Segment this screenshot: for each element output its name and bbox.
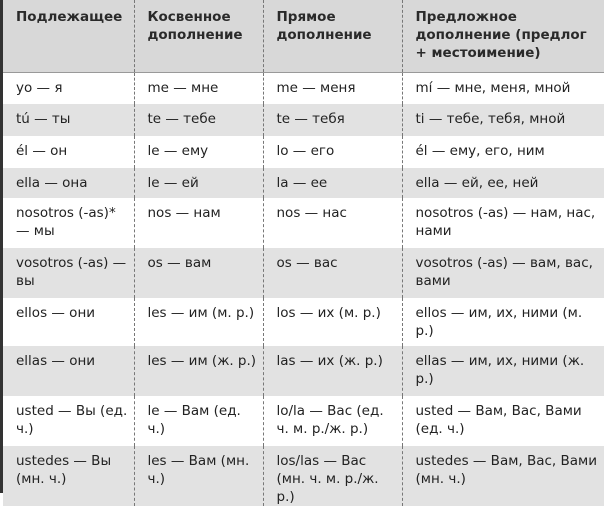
cell-prepositional-object: ti — тебе, тебя, мной [401, 104, 604, 136]
table-row: ellos — они les — им (м. р.) los — их (м. … [3, 298, 604, 346]
table-row: ella — она le — ей la — ее ella — ей, ее, н… [3, 168, 604, 198]
cell-prepositional-object: nosotros (-as) — нам, нас, нами [401, 198, 604, 248]
cell-direct-object: las — их (ж. р.) [262, 346, 402, 396]
cell-indirect-object: le — Вам (ед. ч.) [133, 396, 263, 446]
cell-direct-object: lo/la — Вас (ед. ч. м. р./ж. р.) [262, 396, 402, 446]
cell-direct-object: los — их (м. р.) [262, 298, 402, 346]
table-row: ellas — они les — им (ж. р.) las — их (ж. … [3, 346, 604, 396]
cell-direct-object: los/las — Вас (мн. ч. м. р./ж. р.) [262, 446, 402, 506]
pronoun-table: Подлежащее Косвенное дополнение Прямое д… [3, 0, 604, 506]
cell-direct-object: os — вас [262, 248, 402, 298]
cell-indirect-object: les — им (м. р.) [133, 298, 263, 346]
cell-subject: ella — она [3, 168, 134, 198]
cell-prepositional-object: él — ему, его, ним [401, 136, 604, 168]
cell-subject: usted — Вы (ед. ч.) [3, 396, 134, 446]
cell-direct-object: la — ее [262, 168, 402, 198]
cell-subject: tú — ты [3, 104, 134, 136]
header-prepositional-object: Предложное дополнение (предлог + местоим… [401, 0, 604, 73]
cell-prepositional-object: ustedes — Вам, Вас, Вами (мн. ч.) [401, 446, 604, 506]
table-row: tú — ты te — тебе te — тебя ti — тебе, тебя… [3, 104, 604, 136]
cell-indirect-object: le — ей [133, 168, 263, 198]
header-direct-object: Прямое дополнение [262, 0, 402, 73]
table-row: vosotros (-as) — вы os — вам os — вас vosot… [3, 248, 604, 298]
cell-indirect-object: te — тебе [133, 104, 263, 136]
cell-direct-object: te — тебя [262, 104, 402, 136]
cell-subject: él — он [3, 136, 134, 168]
cell-prepositional-object: vosotros (-as) — вам, вас, вами [401, 248, 604, 298]
cell-direct-object: me — меня [262, 72, 402, 104]
cell-indirect-object: nos — нам [133, 198, 263, 248]
cell-subject: nosotros (-as)* — мы [3, 198, 134, 248]
cell-subject: ellos — они [3, 298, 134, 346]
cell-direct-object: lo — его [262, 136, 402, 168]
table-row: usted — Вы (ед. ч.) le — Вам (ед. ч.) lo/l… [3, 396, 604, 446]
table-row: yo — я me — мне me — меня mí — мне, меня, м… [3, 72, 604, 104]
cell-prepositional-object: ellos — им, их, ними (м. р.) [401, 298, 604, 346]
table-row: él — он le — ему lo — его él — ему, его, ни… [3, 136, 604, 168]
cell-direct-object: nos — нас [262, 198, 402, 248]
cell-subject: ustedes — Вы (мн. ч.) [3, 446, 134, 506]
cell-indirect-object: les — им (ж. р.) [133, 346, 263, 396]
cell-subject: yo — я [3, 72, 134, 104]
header-row: Подлежащее Косвенное дополнение Прямое д… [3, 0, 604, 73]
cell-prepositional-object: ellas — им, их, ними (ж. р.) [401, 346, 604, 396]
cell-subject: vosotros (-as) — вы [3, 248, 134, 298]
cell-prepositional-object: ella — ей, ее, ней [401, 168, 604, 198]
cell-indirect-object: me — мне [133, 72, 263, 104]
cell-prepositional-object: mí — мне, меня, мной [401, 72, 604, 104]
cell-subject: ellas — они [3, 346, 134, 396]
cell-indirect-object: le — ему [133, 136, 263, 168]
table-row: ustedes — Вы (мн. ч.) les — Вам (мн. ч.) l… [3, 446, 604, 506]
cell-indirect-object: os — вам [133, 248, 263, 298]
cell-prepositional-object: usted — Вам, Вас, Вами (ед. ч.) [401, 396, 604, 446]
cell-indirect-object: les — Вам (мн. ч.) [133, 446, 263, 506]
table-row: nosotros (-as)* — мы nos — нам nos — нас no… [3, 198, 604, 248]
header-indirect-object: Косвенное дополнение [133, 0, 263, 73]
header-subject: Подлежащее [3, 0, 134, 73]
